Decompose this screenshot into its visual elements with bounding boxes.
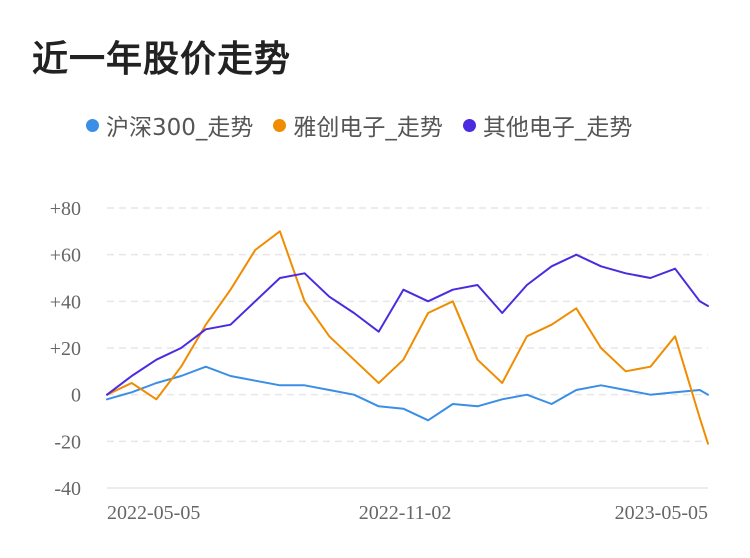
legend-dot-hs300 [86,118,99,132]
y-tick-label: +80 [50,198,81,220]
series-line-2 [106,253,709,396]
legend-label-hs300: 沪深300_走势 [106,115,254,141]
y-axis: +80 +60 +40 +20 0 -20 -40 [50,198,81,500]
y-tick-label: 0 [71,385,81,407]
y-tick-label: -20 [54,431,81,453]
grid-lines [107,207,708,489]
y-tick-label: +40 [50,291,81,313]
x-tick-label: 2022-11-02 [359,502,452,524]
x-tick-label: 2023-05-05 [615,502,708,524]
legend-label-other-electronics: 其他电子_走势 [482,115,633,141]
y-tick-label: -40 [54,478,81,500]
series-line-0 [106,365,709,422]
series-lines [106,230,709,445]
y-tick-label: +60 [50,245,81,267]
x-axis: 2022-05-05 2022-11-02 2023-05-05 [107,502,708,524]
legend-item-hs300[interactable]: 沪深300_走势 [86,108,253,142]
series-line-1 [106,230,709,445]
x-tick-label: 2022-05-05 [107,502,200,524]
chart-title: 近一年股价走势 [32,39,292,80]
y-tick-label: +20 [50,338,81,360]
legend-item-other-electronics[interactable]: 其他电子_走势 [462,108,633,142]
chart-legend: 沪深300_走势 雅创电子_走势 其他电子_走势 [86,108,652,142]
legend-item-yachuang[interactable]: 雅创电子_走势 [273,108,443,142]
legend-label-yachuang: 雅创电子_走势 [293,115,443,141]
legend-dot-other-electronics [462,118,476,132]
legend-dot-yachuang [273,118,287,132]
